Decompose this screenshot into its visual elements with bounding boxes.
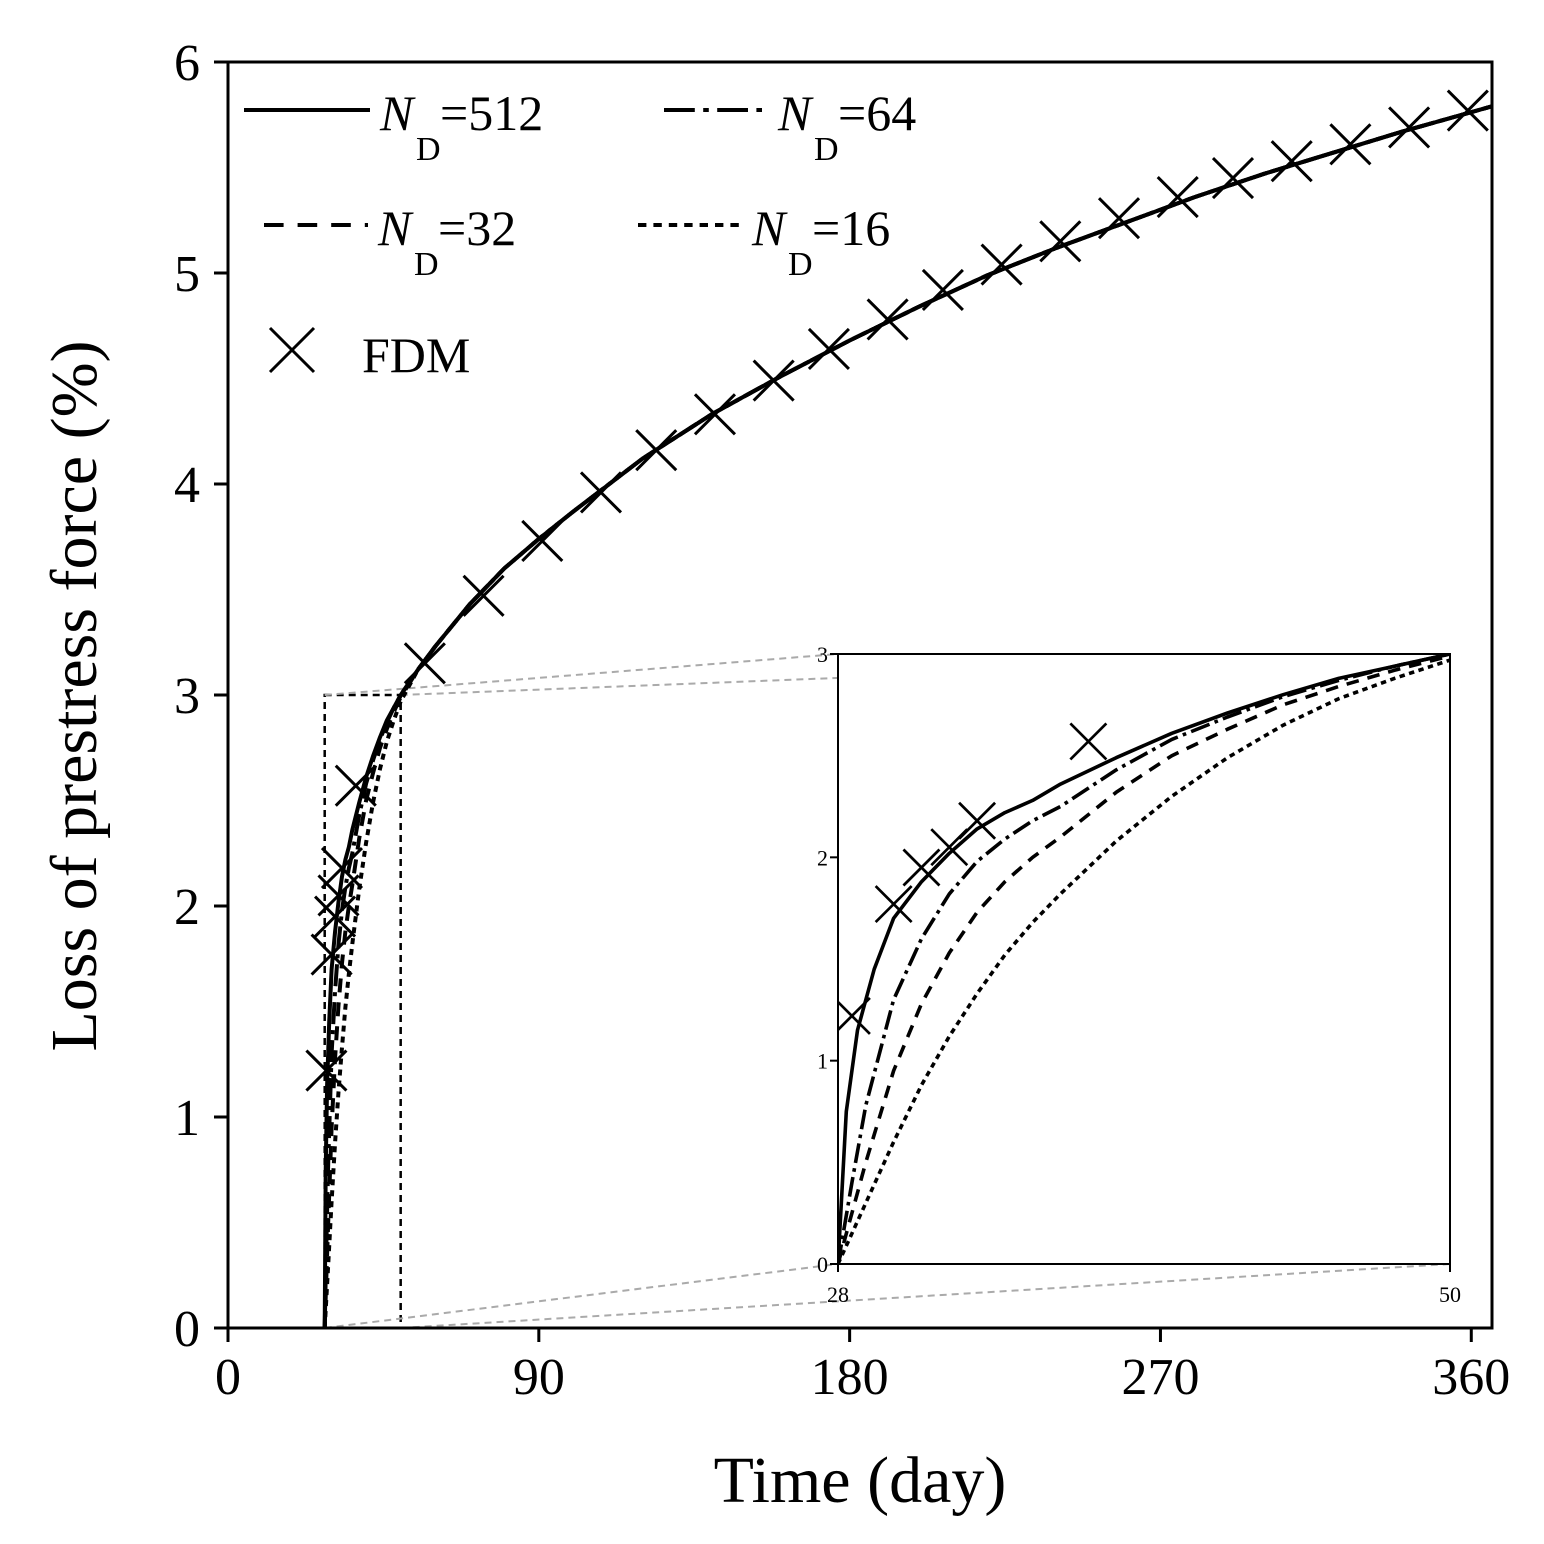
main-series-group xyxy=(305,89,1492,1328)
x-tick-label: 270 xyxy=(1121,1349,1199,1406)
inset-y-tick-label: 0 xyxy=(817,1252,828,1277)
y-tick-label: 1 xyxy=(174,1090,200,1147)
series-line-dashed xyxy=(838,654,1450,1264)
fdm-marker xyxy=(320,846,364,890)
legend-label: FDM xyxy=(362,327,470,383)
zoom-connector xyxy=(324,653,839,696)
fdm-marker xyxy=(635,429,678,472)
fdm-marker xyxy=(462,574,505,617)
legend-label-value: =64 xyxy=(838,85,916,141)
y-tick-label: 4 xyxy=(174,457,200,514)
fdm-marker xyxy=(1156,175,1199,219)
fdm-marker xyxy=(317,874,360,917)
fdm-marker xyxy=(1069,722,1108,761)
y-tick-label: 5 xyxy=(174,246,200,303)
fdm-marker xyxy=(1446,89,1489,132)
fdm-marker xyxy=(579,471,623,514)
fdm-marker xyxy=(838,996,871,1035)
legend-label-var: N xyxy=(379,85,416,141)
plot-frame xyxy=(226,60,1494,1330)
x-tick-label: 0 xyxy=(215,1349,241,1406)
y-tick-label: 3 xyxy=(174,668,200,725)
fdm-marker xyxy=(1329,123,1372,166)
y-tick-label: 2 xyxy=(174,879,200,936)
fdm-marker xyxy=(1270,140,1313,183)
series-line-dashdot xyxy=(838,654,1450,1264)
inset-series-group xyxy=(838,654,1450,1264)
fdm-marker xyxy=(334,764,377,807)
fdm-marker xyxy=(1388,106,1431,149)
fdm-marker xyxy=(807,327,850,371)
legend-label-sub: D xyxy=(414,246,439,283)
legend-label-var: N xyxy=(751,200,788,256)
legend-label-value: =512 xyxy=(440,85,543,141)
legend-label-sub: D xyxy=(814,131,839,168)
fdm-marker xyxy=(752,359,795,402)
fdm-marker xyxy=(310,933,353,976)
zoom-connector xyxy=(400,1263,1451,1329)
series-line-dotted xyxy=(322,104,1492,1328)
fdm-marker xyxy=(1039,220,1082,263)
inset-x-tick-label: 50 xyxy=(1439,1282,1461,1307)
legend-label-sub: D xyxy=(416,131,441,168)
inset-frame xyxy=(837,653,1451,1265)
legend-label-var: N xyxy=(377,200,414,256)
fdm-marker xyxy=(693,393,737,436)
y-axis-title: Loss of prestress force (%) xyxy=(38,340,111,1051)
fdm-marker xyxy=(980,243,1023,286)
series-line-solid xyxy=(838,654,1450,1264)
legend-label-value: =32 xyxy=(438,200,516,256)
legend-label-value: =16 xyxy=(812,200,890,256)
x-tick-label: 90 xyxy=(513,1349,565,1406)
legend-marker-x xyxy=(268,326,316,374)
zoom-connector xyxy=(324,1263,839,1329)
y-tick-label: 6 xyxy=(174,35,200,92)
y-tick-label: 0 xyxy=(174,1301,200,1358)
legend-label-var: N xyxy=(777,85,814,141)
fdm-marker xyxy=(866,298,909,341)
fdm-marker xyxy=(958,801,997,840)
fdm-marker xyxy=(521,519,564,563)
x-axis-title: Time (day) xyxy=(714,1444,1007,1517)
inset-y-tick-label: 2 xyxy=(817,845,828,870)
inset-y-tick-label: 1 xyxy=(817,1049,828,1074)
fdm-marker xyxy=(902,848,941,887)
axis-ticks: 0 90 180 270 360 0 1 2 3 4 5 6 xyxy=(174,35,1510,1406)
fdm-marker xyxy=(921,268,964,311)
fdm-marker xyxy=(305,1049,348,1092)
inset-x-tick-label: 28 xyxy=(827,1282,849,1307)
fdm-marker xyxy=(403,642,446,685)
x-tick-label: 360 xyxy=(1432,1349,1510,1406)
legend-label-sub: D xyxy=(788,246,813,283)
x-tick-label: 180 xyxy=(811,1349,889,1406)
inset-ticks: 0 1 2 3 28 50 xyxy=(817,642,1461,1307)
fdm-marker xyxy=(1097,197,1141,240)
inset-y-tick-label: 3 xyxy=(817,642,828,667)
fdm-marker xyxy=(874,885,913,924)
fdm-marker xyxy=(1211,156,1255,200)
